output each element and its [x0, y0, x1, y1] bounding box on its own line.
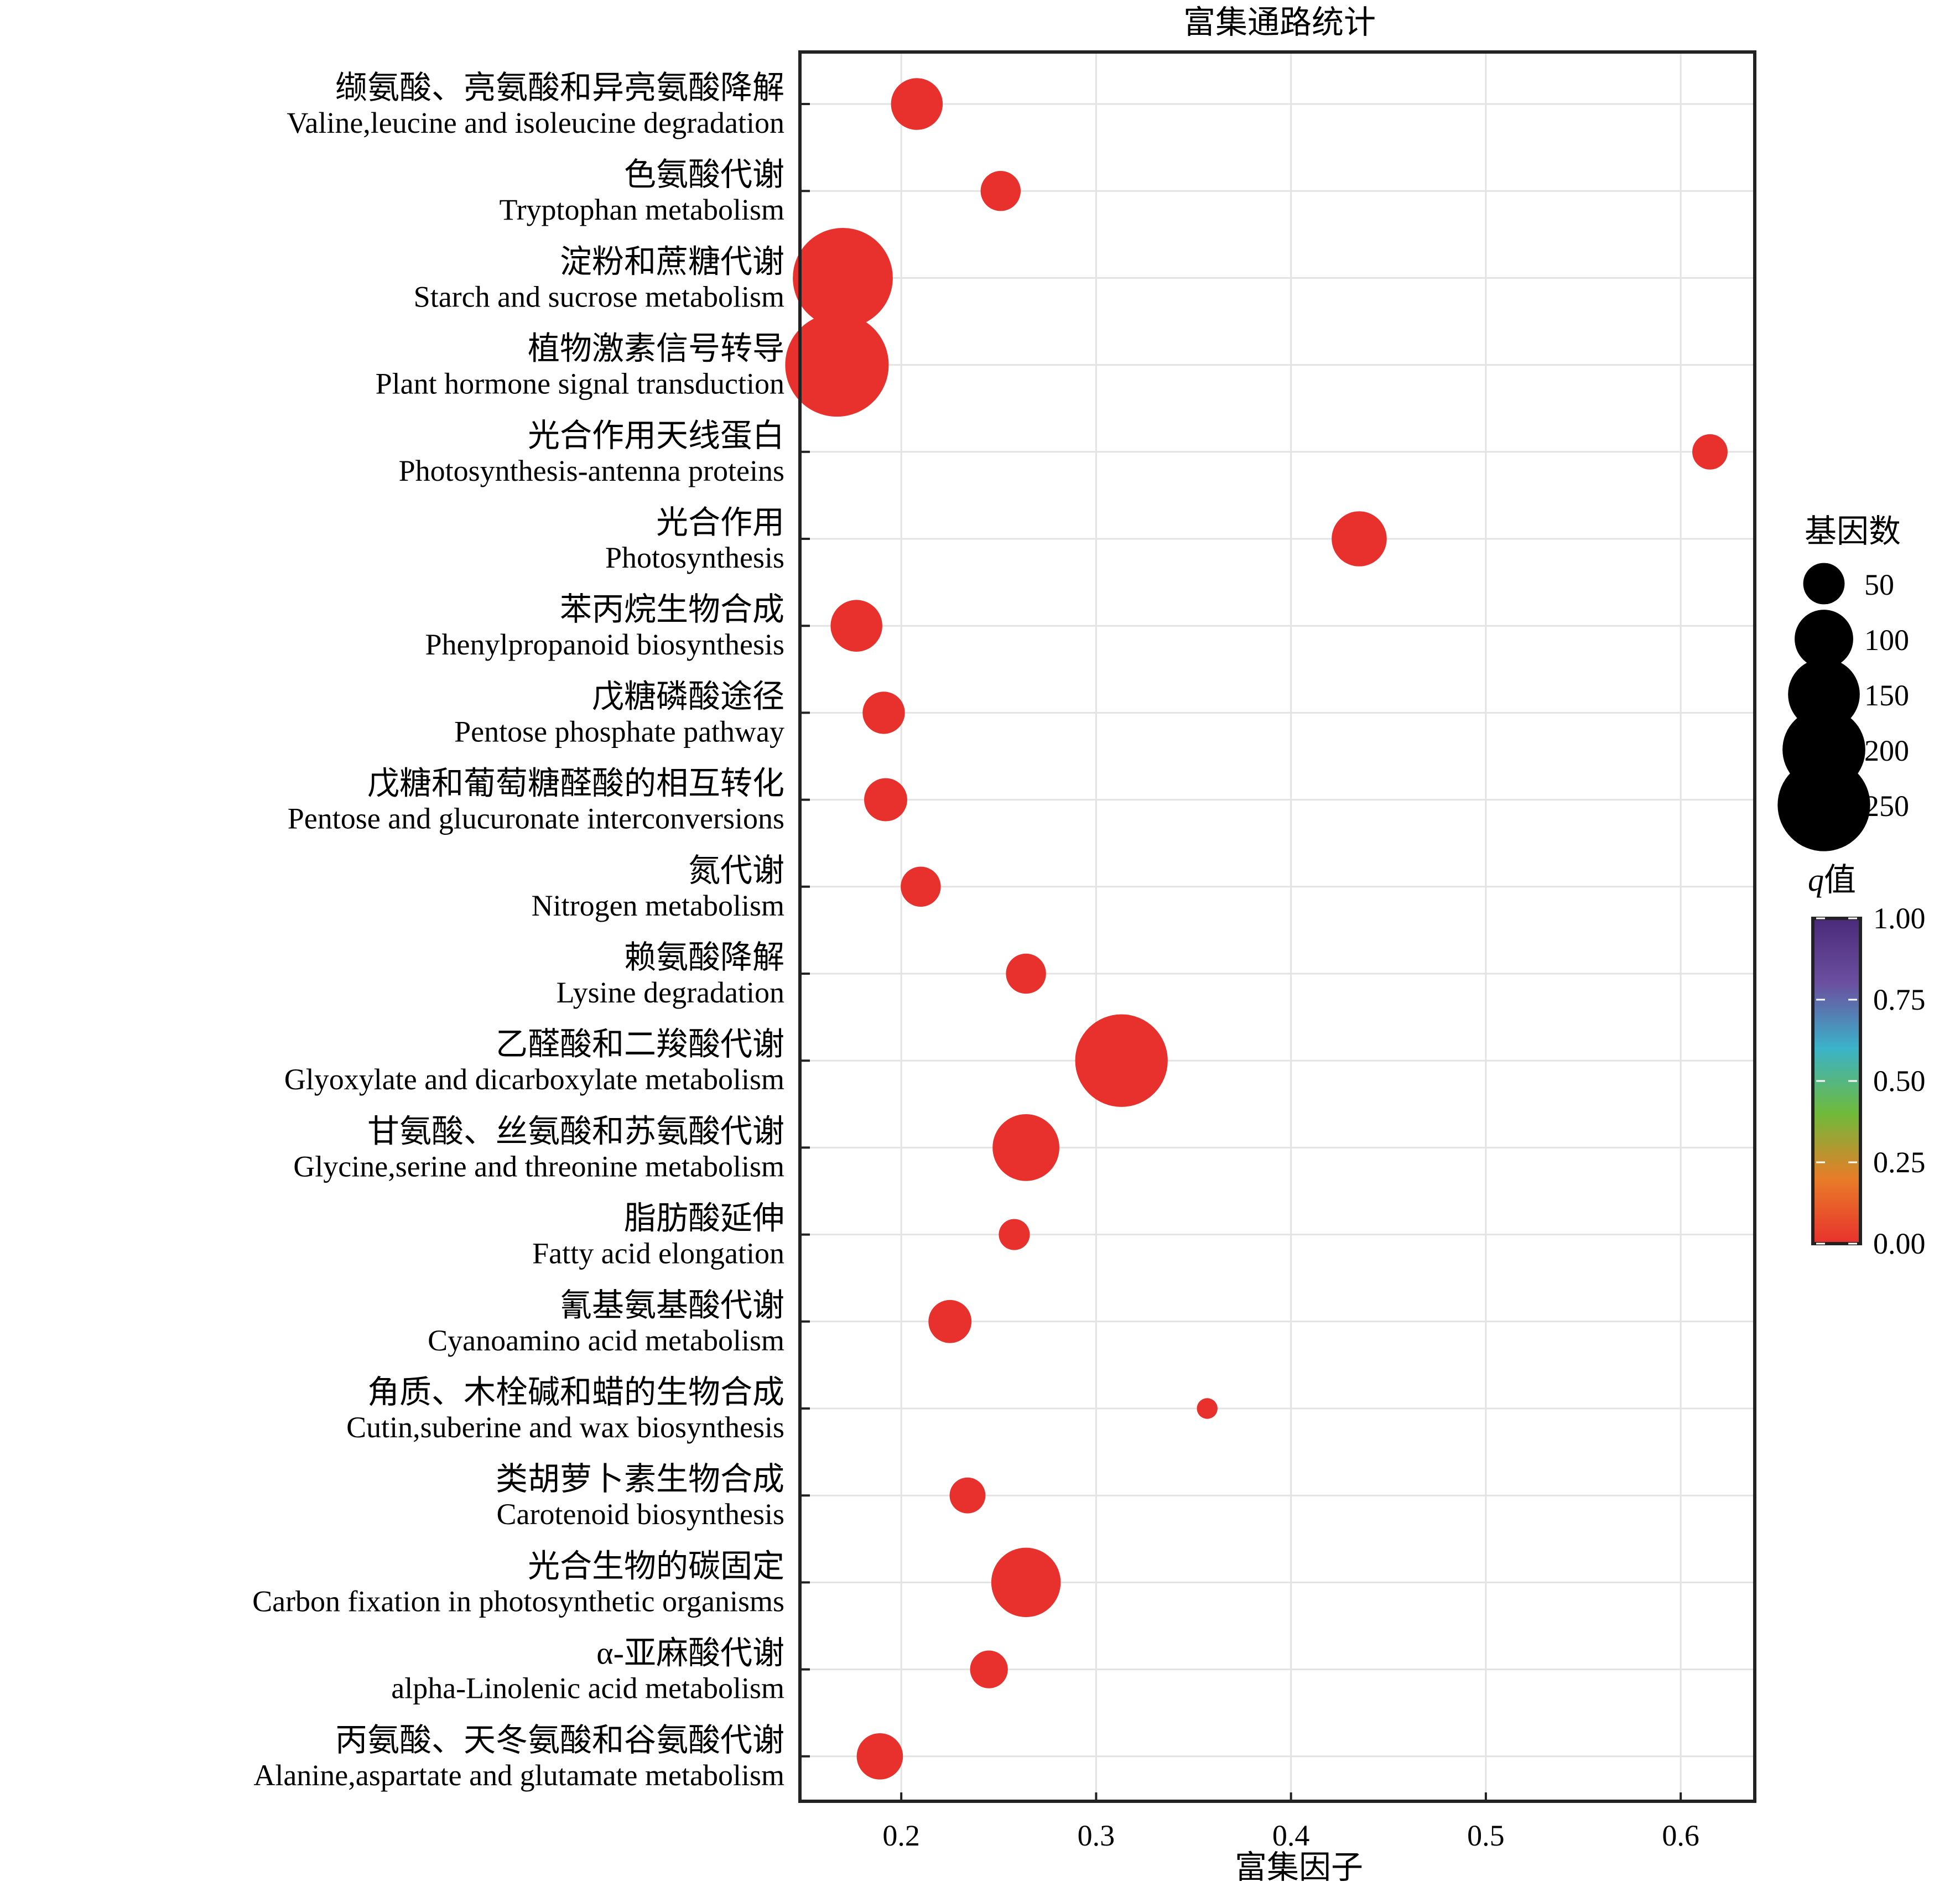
category-label-en: Tryptophan metabolism [499, 193, 784, 226]
color-legend-title-rest: 值 [1824, 862, 1856, 898]
category-label-en: Glyoxylate and dicarboxylate metabolism [284, 1063, 784, 1096]
colorbar-tick-label: 0.25 [1873, 1146, 1926, 1179]
category-label-en: Fatty acid elongation [532, 1237, 784, 1270]
size-legend-label: 250 [1864, 789, 1909, 823]
data-point [785, 313, 889, 417]
category-label-zh: 苯丙烷生物合成 [560, 591, 784, 627]
category-label-en: Alanine,aspartate and glutamate metaboli… [253, 1759, 784, 1792]
x-axis-title: 富集因子 [1235, 1849, 1363, 1885]
x-tick-label: 0.6 [1662, 1819, 1699, 1852]
data-point [793, 228, 893, 328]
size-legend-dot [1788, 658, 1860, 730]
size-legend-title: 基因数 [1805, 513, 1901, 549]
category-label-zh: 戊糖和葡萄糖醛酸的相互转化 [367, 766, 784, 802]
category-label-en: alpha-Linolenic acid metabolism [391, 1672, 784, 1705]
x-tick-label: 0.5 [1467, 1819, 1505, 1852]
category-label-en: Pentose and glucuronate interconversions [288, 802, 784, 835]
x-tick-label: 0.4 [1272, 1819, 1310, 1852]
category-label-zh: α-亚麻酸代谢 [596, 1635, 784, 1671]
data-point [1332, 511, 1387, 566]
category-label-zh: 氰基氨基酸代谢 [560, 1287, 784, 1323]
category-label-en: Pentose phosphate pathway [454, 715, 784, 748]
category-label-zh: 光合生物的碳固定 [528, 1548, 784, 1584]
category-label-en: Carotenoid biosynthesis [497, 1498, 784, 1531]
data-point [1197, 1398, 1218, 1419]
data-point [999, 1219, 1030, 1250]
category-label-en: Cyanoamino acid metabolism [428, 1324, 784, 1357]
category-label-zh: 甘氨酸、丝氨酸和苏氨酸代谢 [367, 1113, 784, 1149]
data-point [980, 170, 1021, 211]
category-label-en: Photosynthesis-antenna proteins [399, 454, 784, 487]
x-tick-label: 0.3 [1078, 1819, 1115, 1852]
data-point [928, 1300, 972, 1343]
x-tick-label: 0.2 [882, 1819, 920, 1852]
colorbar-tick-label: 0.50 [1873, 1064, 1926, 1098]
category-label-en: Carbon fixation in photosynthetic organi… [252, 1584, 784, 1618]
data-point [891, 78, 943, 130]
data-point [1006, 953, 1046, 994]
category-label-zh: 光合作用 [656, 505, 784, 540]
category-label-zh: 光合作用天线蛋白 [528, 418, 784, 454]
category-label-zh: 乙醛酸和二羧酸代谢 [496, 1026, 784, 1062]
category-label-en: Glycine,serine and threonine metabolism [293, 1150, 784, 1183]
category-label-en: Plant hormone signal transduction [376, 367, 784, 401]
data-point [830, 600, 882, 652]
category-label-zh: 戊糖磷酸途径 [592, 678, 784, 714]
category-label-zh: 植物激素信号转导 [528, 331, 784, 367]
data-point [856, 1733, 903, 1780]
category-label-en: Valine,leucine and isoleucine degradatio… [287, 106, 784, 139]
data-point [970, 1650, 1008, 1688]
category-label-zh: 氮代谢 [688, 853, 784, 888]
data-point [949, 1477, 986, 1514]
color-legend-title: q值 [1808, 862, 1856, 898]
category-label-en: Phenylpropanoid biosynthesis [425, 628, 784, 661]
grid-layer [800, 52, 1755, 1801]
data-point [864, 778, 907, 822]
size-legend-dot [1803, 563, 1845, 605]
size-legend-label: 150 [1864, 679, 1909, 712]
category-label-zh: 丙氨酸、天冬氨酸和谷氨酸代谢 [335, 1722, 784, 1758]
colorbar-tick-label: 0.75 [1873, 983, 1926, 1016]
size-legend-label: 100 [1864, 623, 1909, 657]
size-legend-label: 200 [1864, 734, 1909, 767]
category-label-en: Nitrogen metabolism [532, 889, 784, 922]
category-label-en: Photosynthesis [605, 541, 784, 574]
size-legend: 基因数 50 100 150 200 250 [1777, 513, 1909, 851]
color-legend: q值 1.00 0.75 0.50 0.25 0.00 [1808, 862, 1926, 1260]
category-label-zh: 色氨酸代谢 [624, 157, 784, 193]
category-label-zh: 缬氨酸、亮氨酸和异亮氨酸降解 [335, 70, 784, 106]
category-label-zh: 角质、木栓碱和蜡的生物合成 [367, 1374, 784, 1410]
data-point [862, 692, 905, 734]
data-point [901, 866, 941, 907]
chart-title: 富集通路统计 [1183, 4, 1376, 40]
colorbar-ticks: 1.00 0.75 0.50 0.25 0.00 [1816, 902, 1926, 1260]
category-label-en: Lysine degradation [557, 976, 784, 1009]
data-point [991, 1547, 1061, 1618]
x-tick-labels: 0.2 0.3 0.4 0.5 0.6 [882, 1819, 1699, 1852]
category-label-en: Cutin,suberine and wax biosynthesis [346, 1411, 784, 1444]
point-layer [785, 78, 1728, 1780]
plot-frame [798, 50, 1756, 1803]
data-point [992, 1114, 1059, 1181]
category-label-zh: 脂肪酸延伸 [624, 1200, 784, 1236]
category-label-zh: 淀粉和蔗糖代谢 [560, 243, 784, 279]
color-legend-title-q: q [1808, 862, 1824, 898]
category-label-en: Starch and sucrose metabolism [414, 280, 784, 313]
size-legend-dot [1777, 758, 1870, 851]
size-legend-dot [1795, 610, 1853, 668]
colorbar-tick-label: 1.00 [1873, 902, 1926, 935]
colorbar-tick-label: 0.00 [1873, 1227, 1926, 1260]
data-point [1075, 1014, 1168, 1107]
size-legend-label: 50 [1864, 568, 1894, 601]
data-point [1692, 434, 1728, 470]
category-label-zh: 赖氨酸降解 [624, 939, 784, 975]
category-label-zh: 类胡萝卜素生物合成 [496, 1461, 784, 1497]
